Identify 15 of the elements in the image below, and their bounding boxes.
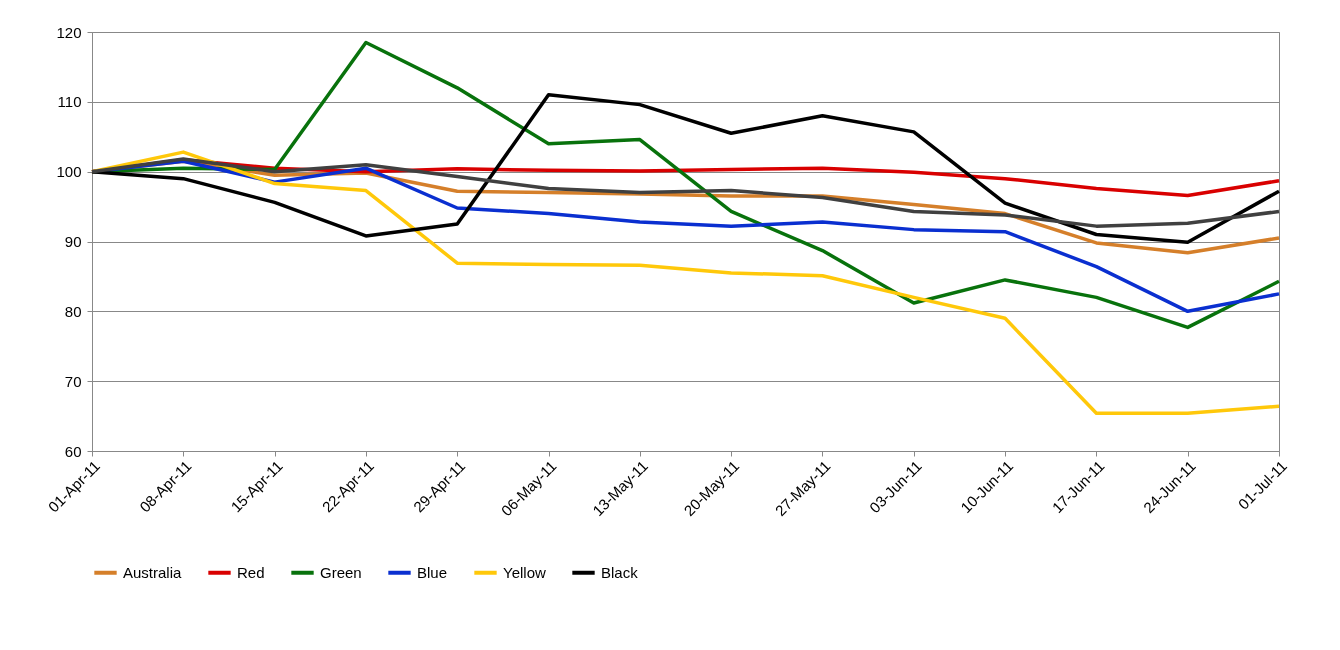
line-series	[90, 93, 1281, 244]
y-tick-label: 90	[64, 233, 82, 250]
y-tick-label: 70	[64, 372, 82, 390]
legend-label: Blue	[417, 563, 448, 581]
y-tick-label: 80	[64, 302, 82, 320]
legend-label: Black	[601, 563, 639, 581]
y-tick-label: 120	[56, 23, 82, 41]
legend-label: Red	[237, 563, 265, 581]
line-series	[90, 157, 1281, 228]
y-tick-label: 100	[56, 163, 82, 181]
legend-label: Green	[320, 563, 362, 581]
legend-label: Australia	[123, 563, 183, 581]
legend-label: Yellow	[503, 563, 546, 581]
y-tick-label: 60	[64, 442, 82, 460]
y-tick-label: 110	[57, 93, 82, 111]
